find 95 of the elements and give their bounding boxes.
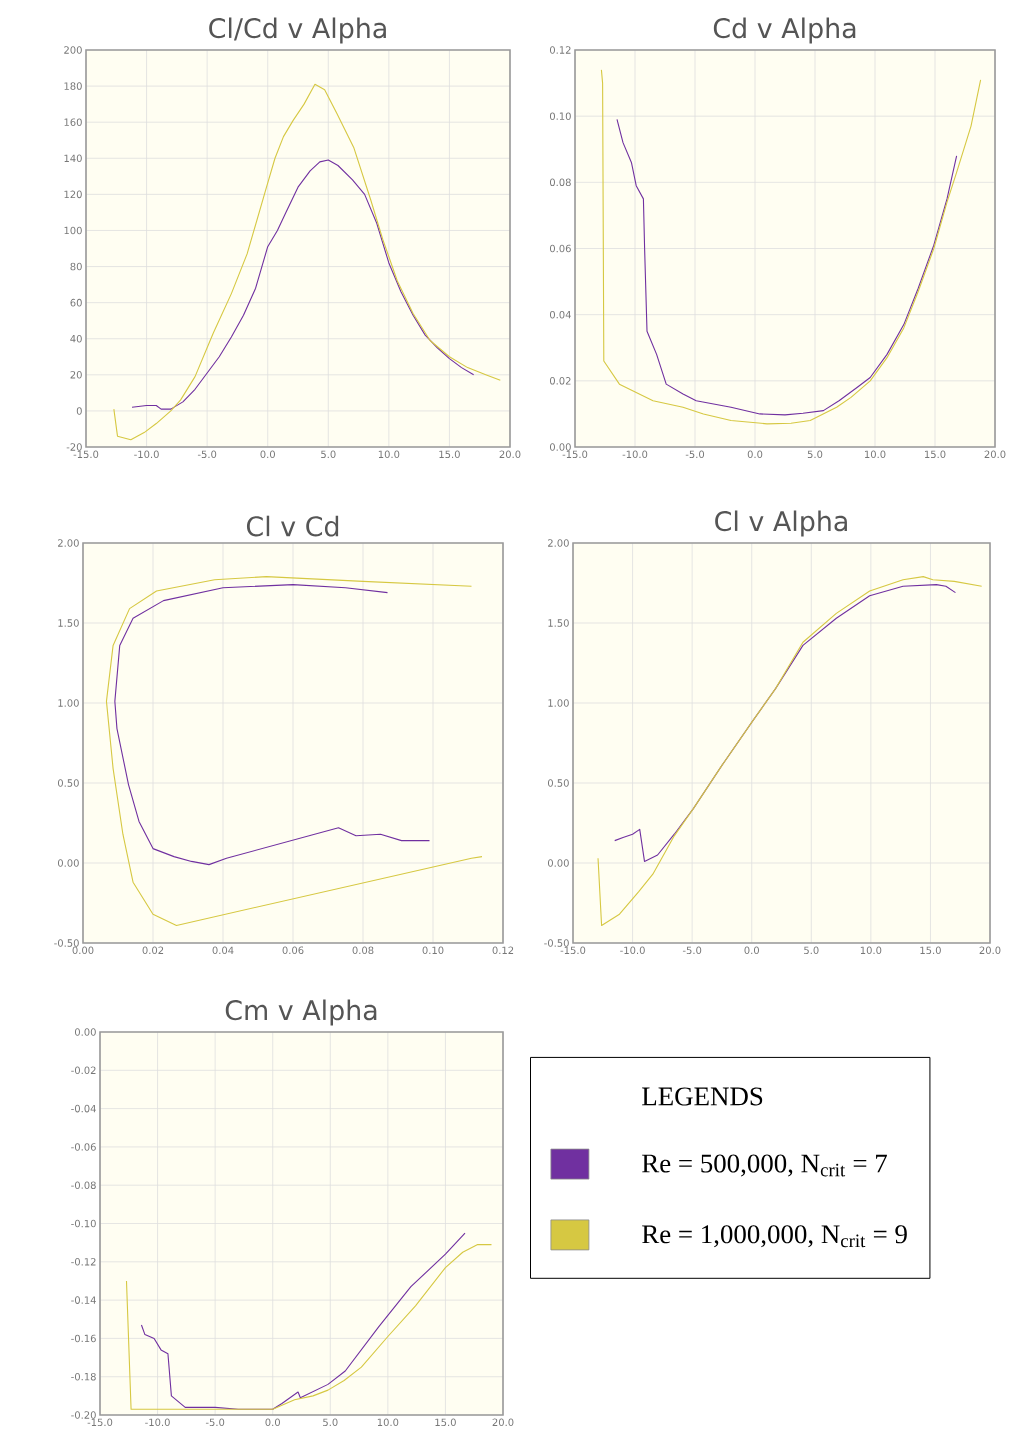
y-tick-label: -0.12	[71, 1258, 96, 1266]
x-tick-label: -5.0	[205, 1418, 225, 1427]
chart-title: Cl v Cd	[246, 515, 339, 537]
y-tick-label: -0.04	[71, 1104, 96, 1113]
x-tick-label: -15.0	[73, 450, 99, 459]
y-tick-label: 120	[64, 190, 82, 199]
x-tick-label: 5.0	[323, 1418, 338, 1427]
x-tick-label: 0.0	[260, 450, 275, 459]
legend-label: Re = 500,000, N$_{crit}$ = 7	[642, 1154, 887, 1177]
x-tick-label: 10.0	[378, 450, 400, 459]
y-tick-label: 0	[76, 407, 82, 415]
y-tick-label: 0.00	[547, 859, 569, 867]
y-tick-label: 1.00	[58, 699, 79, 707]
x-tick-label: -15.0	[87, 1418, 113, 1427]
legend-title: LEGENDS	[642, 1087, 763, 1106]
x-tick-label: 10.0	[377, 1418, 399, 1427]
y-tick-label: 0.06	[549, 244, 571, 253]
x-tick-label: 0.0	[747, 450, 763, 459]
x-tick-label: -15.0	[560, 946, 586, 955]
y-tick-label: 1.50	[548, 619, 569, 627]
x-tick-label: -5.0	[685, 450, 705, 459]
x-tick-label: 0.10	[422, 946, 444, 955]
x-tick-label: 15.0	[435, 1418, 456, 1427]
line-series	[105, 576, 483, 926]
y-tick-label: 0.10	[549, 112, 571, 120]
y-tick-label: -0.06	[71, 1143, 96, 1151]
y-tick-label: -0.20	[71, 1411, 96, 1419]
chart-title: Cl/Cd v Alpha	[209, 17, 386, 44]
x-tick-label: 0.02	[142, 946, 164, 955]
y-tick-label: 2.00	[548, 539, 569, 547]
y-tick-label: 0.50	[547, 779, 569, 787]
line-series	[140, 1232, 466, 1410]
x-tick-label: 5.0	[807, 450, 823, 459]
x-tick-label: 20.0	[499, 450, 521, 459]
chart-title: Cl v Alpha	[715, 510, 847, 537]
y-tick-label: -0.14	[71, 1296, 96, 1304]
x-tick-label: 20.0	[979, 946, 1001, 955]
x-tick-label: 5.0	[804, 946, 819, 955]
y-tick-label: 0.04	[549, 310, 571, 319]
chart-title: Cm v Alpha	[225, 999, 377, 1026]
x-tick-label: -5.0	[197, 450, 217, 459]
x-tick-label: 15.0	[439, 450, 460, 459]
x-tick-label: 0.06	[282, 946, 304, 955]
y-tick-label: 100	[64, 226, 82, 235]
x-tick-label: 0.08	[352, 946, 374, 955]
y-tick-label: 1.00	[548, 699, 569, 707]
y-tick-label: 0.00	[549, 443, 571, 451]
line-series	[597, 576, 983, 926]
legend-label: Re = 1,000,000, N$_{crit}$ = 9	[642, 1225, 907, 1248]
x-tick-label: -10.0	[622, 450, 648, 459]
y-tick-label: 40	[70, 334, 82, 343]
y-tick-label: 1.50	[58, 619, 79, 627]
y-tick-label: 180	[64, 82, 82, 90]
y-tick-label: 60	[70, 298, 82, 307]
line-series	[113, 83, 501, 441]
x-tick-label: 10.0	[860, 946, 882, 955]
x-tick-label: 10.0	[865, 450, 886, 459]
x-tick-label: 0.04	[212, 946, 234, 955]
line-series	[600, 69, 982, 425]
x-tick-label: -10.0	[145, 1418, 170, 1427]
y-tick-label: -20	[66, 443, 82, 451]
x-tick-label: 5.0	[321, 450, 336, 459]
x-tick-label: 15.0	[920, 946, 941, 955]
y-tick-label: 20	[70, 371, 82, 379]
y-tick-label: 160	[64, 118, 82, 126]
y-tick-label: -0.02	[71, 1066, 96, 1075]
x-tick-label: -10.0	[134, 450, 159, 459]
y-tick-label: -0.16	[71, 1334, 96, 1343]
y-tick-label: 2.00	[58, 539, 79, 547]
y-tick-label: 0.00	[57, 859, 79, 867]
x-tick-label: 15.0	[925, 450, 946, 459]
y-tick-label: 200	[64, 46, 82, 54]
y-tick-label: 80	[70, 262, 82, 271]
y-tick-label: -0.18	[71, 1372, 96, 1381]
x-tick-label: 20.0	[492, 1418, 514, 1427]
line-series	[616, 118, 958, 416]
line-series	[114, 584, 431, 866]
y-tick-label: 0.00	[74, 1028, 96, 1036]
y-tick-label: -0.08	[71, 1181, 96, 1189]
y-tick-label: -0.10	[71, 1219, 96, 1228]
y-tick-label: 0.50	[57, 779, 79, 787]
x-tick-label: 0.0	[744, 946, 759, 955]
x-tick-label: 0.0	[265, 1418, 280, 1427]
x-tick-label: -5.0	[682, 946, 702, 955]
y-tick-label: 0.12	[549, 46, 571, 54]
y-tick-label: 0.08	[549, 178, 571, 187]
y-tick-label: -0.50	[54, 939, 79, 947]
chart-title: Cd v Alpha	[713, 17, 856, 44]
x-tick-label: -10.0	[620, 946, 645, 955]
x-tick-label: 20.0	[984, 450, 1006, 459]
y-tick-label: 140	[64, 154, 82, 163]
y-tick-label: 0.02	[549, 377, 571, 385]
x-tick-label: 0.12	[492, 946, 514, 955]
x-tick-label: -15.0	[562, 450, 588, 459]
y-tick-label: -0.50	[544, 939, 569, 947]
